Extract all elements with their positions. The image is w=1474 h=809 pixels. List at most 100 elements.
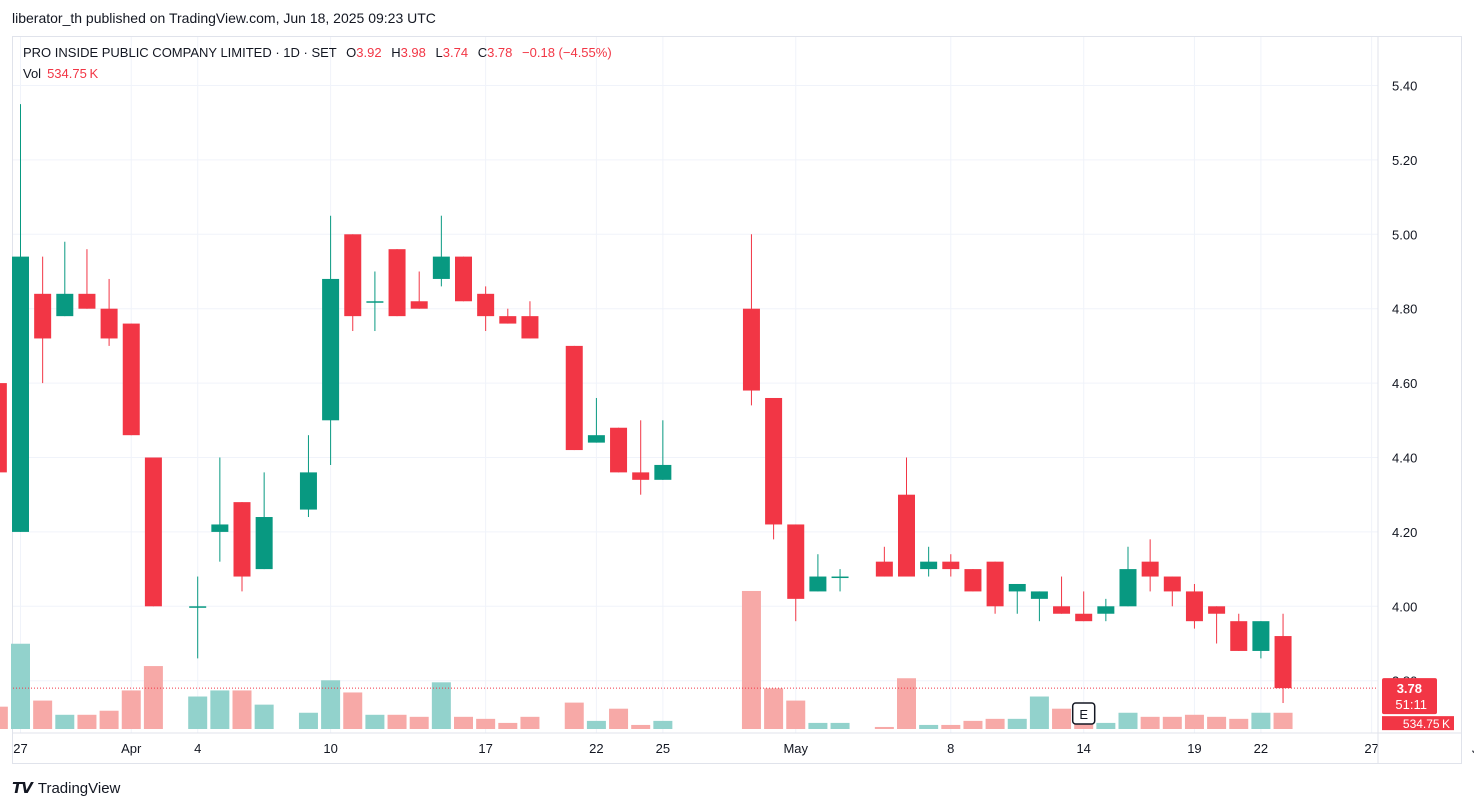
y-tick-label: 5.00 <box>1392 227 1417 242</box>
x-tick-label: 4 <box>194 741 201 756</box>
candle-body[interactable] <box>100 308 118 339</box>
candle-body[interactable] <box>1053 606 1071 614</box>
volume-bar <box>786 700 806 729</box>
candle-body[interactable] <box>654 464 672 480</box>
candle-body[interactable] <box>255 517 273 570</box>
candle-body[interactable] <box>964 569 982 592</box>
candle-body[interactable] <box>366 301 384 303</box>
volume-bar <box>1052 708 1072 729</box>
candle-body[interactable] <box>1141 561 1159 577</box>
volume-bar <box>520 716 540 729</box>
candle-body[interactable] <box>831 576 849 579</box>
candle-body[interactable] <box>1030 591 1048 599</box>
symbol-legend: PRO INSIDE PUBLIC COMPANY LIMITED · 1D ·… <box>23 45 612 60</box>
last-price-badge <box>1382 678 1437 715</box>
volume-value: 534.75 K <box>47 66 99 81</box>
candle-body[interactable] <box>1252 621 1270 651</box>
volume-bar <box>1184 714 1204 729</box>
volume-legend: Vol 534.75 K <box>23 66 98 81</box>
earnings-event-label: E <box>1079 707 1088 722</box>
volume-bar <box>254 704 274 729</box>
volume-bar <box>454 716 473 729</box>
candle-body[interactable] <box>211 524 229 532</box>
candle-body[interactable] <box>765 397 783 525</box>
volume-bar <box>33 700 53 729</box>
brand-name: TradingView <box>37 779 121 797</box>
volume-bar <box>321 680 341 729</box>
volume-bar <box>298 712 318 729</box>
candle-body[interactable] <box>56 293 74 317</box>
volume-bar <box>1096 722 1116 729</box>
high-value: 3.98 <box>400 45 426 60</box>
candle-body[interactable] <box>898 494 915 577</box>
candle-body[interactable] <box>144 457 162 607</box>
candle-body[interactable] <box>565 345 583 451</box>
candle-body[interactable] <box>1075 613 1093 622</box>
volume-bar <box>365 714 385 729</box>
candle-body[interactable] <box>388 249 406 317</box>
x-tick-label: Apr <box>121 741 142 756</box>
volume-bar <box>764 688 784 729</box>
candle-body[interactable] <box>0 383 7 473</box>
candle-body[interactable] <box>1097 606 1115 614</box>
candle-body[interactable] <box>942 561 960 570</box>
tradingview-brand[interactable]: 𝙏𝙑 TradingView <box>12 779 121 798</box>
volume-bar <box>586 720 606 729</box>
x-tick-label: 8 <box>947 741 954 756</box>
candle-body[interactable] <box>1274 636 1292 689</box>
candle-body[interactable] <box>632 472 650 480</box>
candle-body[interactable] <box>12 256 29 532</box>
volume-bar <box>897 678 916 729</box>
close-value: 3.78 <box>487 45 513 60</box>
volume-bar <box>143 666 163 729</box>
candle-body[interactable] <box>521 316 539 339</box>
candle-body[interactable] <box>742 308 760 391</box>
x-tick-label: 27 <box>13 741 27 756</box>
candle-body[interactable] <box>78 293 96 309</box>
candle-body[interactable] <box>322 278 340 421</box>
volume-bar <box>609 708 629 729</box>
candle-body[interactable] <box>1119 569 1137 607</box>
candle-body[interactable] <box>410 301 428 309</box>
candle-body[interactable] <box>1008 583 1026 592</box>
candle-body[interactable] <box>344 234 362 317</box>
volume-bar <box>77 714 97 729</box>
candle-body[interactable] <box>1208 606 1226 614</box>
y-tick-label: 4.00 <box>1392 599 1417 614</box>
candle-body[interactable] <box>1230 621 1248 651</box>
candle-body[interactable] <box>499 316 517 324</box>
candle-body[interactable] <box>189 606 207 608</box>
candle-body[interactable] <box>299 472 317 510</box>
volume-bar <box>1029 696 1049 729</box>
volume-bar <box>741 590 761 729</box>
earnings-event-marker[interactable] <box>1071 702 1096 725</box>
candle-body[interactable] <box>920 561 938 570</box>
x-tick-label: 19 <box>1187 741 1201 756</box>
candle-body[interactable] <box>1163 576 1181 592</box>
x-tick-label: Jun <box>1472 741 1474 756</box>
candle-body[interactable] <box>809 576 827 592</box>
candle-body[interactable] <box>787 524 805 599</box>
y-tick-label: 4.40 <box>1392 451 1417 466</box>
candle-body[interactable] <box>587 435 605 443</box>
volume-bar <box>498 722 518 729</box>
candle-body[interactable] <box>233 502 251 577</box>
x-tick-label: 27 <box>1364 741 1378 756</box>
volume-bar <box>343 692 363 729</box>
candle-body[interactable] <box>455 256 472 302</box>
y-tick-label: 4.60 <box>1392 376 1417 391</box>
candle-body[interactable] <box>432 256 450 279</box>
candle-body[interactable] <box>986 561 1004 607</box>
volume-bar <box>387 714 407 729</box>
candle-body[interactable] <box>875 561 893 577</box>
candle-body[interactable] <box>610 427 628 473</box>
volume-bar <box>808 722 828 729</box>
candle-body[interactable] <box>122 323 140 436</box>
candle-body[interactable] <box>34 293 52 339</box>
candle-body[interactable] <box>1185 591 1203 622</box>
volume-bar <box>431 682 451 729</box>
volume-bar <box>830 722 850 729</box>
volume-bar <box>631 724 651 729</box>
candle-body[interactable] <box>477 293 495 317</box>
